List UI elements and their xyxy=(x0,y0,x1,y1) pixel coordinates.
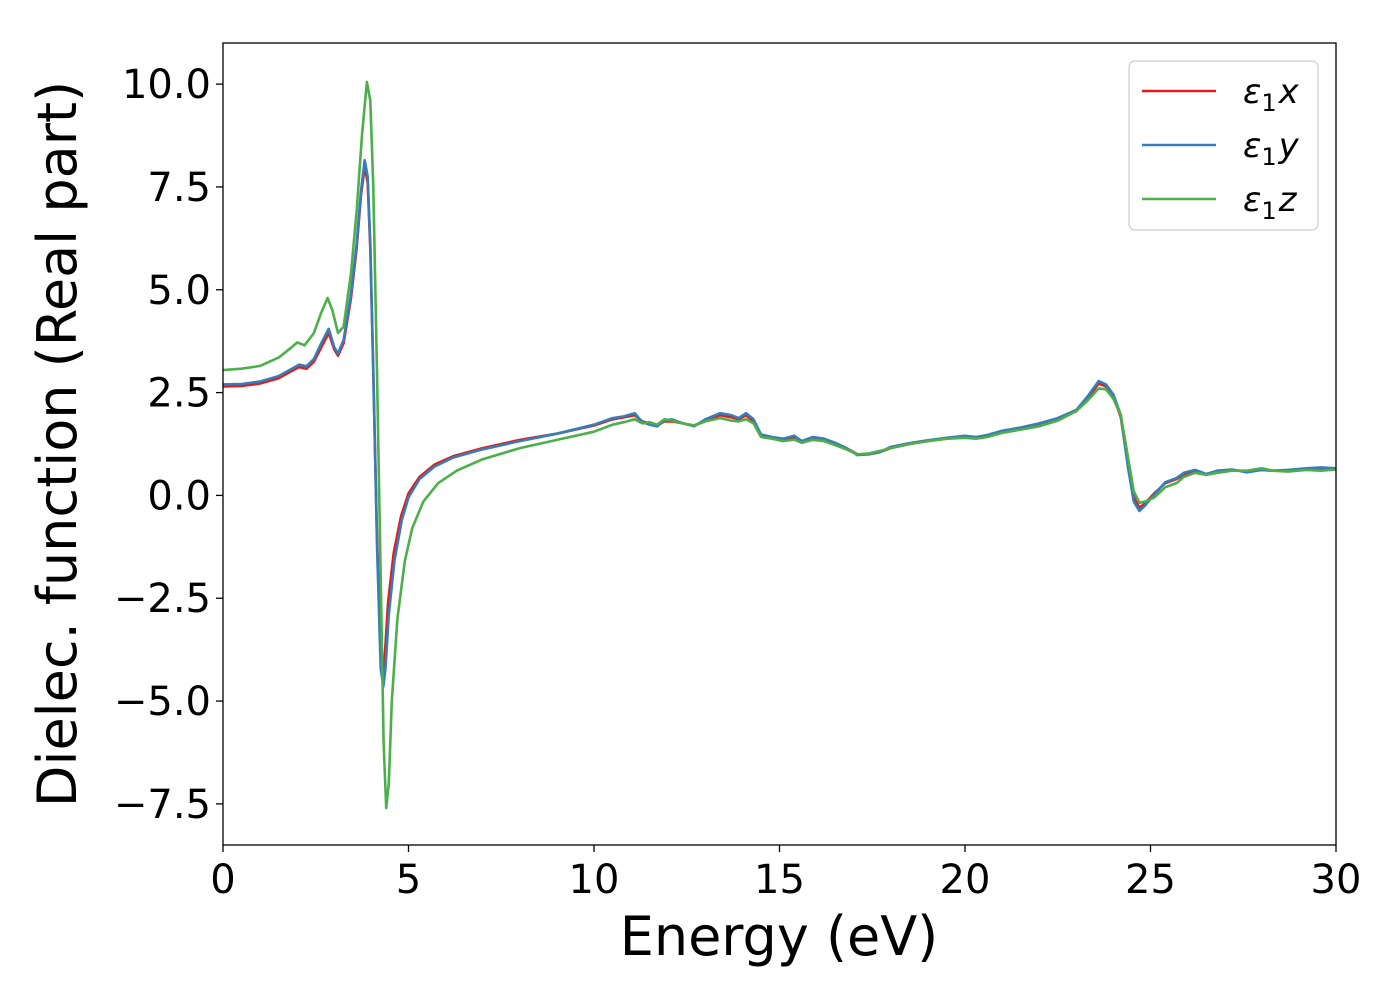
series-line-y xyxy=(223,158,1336,688)
y-tick-label: 2.5 xyxy=(147,371,211,417)
y-tick-label: 5.0 xyxy=(147,268,211,314)
x-tick-label: 30 xyxy=(1311,857,1362,903)
y-tick-label: −5.0 xyxy=(114,679,211,725)
x-tick-label: 10 xyxy=(569,857,620,903)
legend-label-z: ε1z xyxy=(1243,180,1298,225)
legend-box xyxy=(1128,60,1319,231)
x-axis: 0 5 10 15 20 25 30 xyxy=(210,845,1361,903)
y-tick-label: 7.5 xyxy=(147,165,211,211)
y-tick-label: 10.0 xyxy=(122,62,211,108)
x-tick-label: 20 xyxy=(940,857,991,903)
y-axis: −7.5 −5.0 −2.5 0.0 2.5 5.0 7.5 10.0 xyxy=(114,62,223,828)
x-tick-label: 25 xyxy=(1125,857,1176,903)
x-tick-label: 15 xyxy=(754,857,805,903)
x-axis-label: Energy (eV) xyxy=(620,905,939,968)
legend: ε1x ε1y ε1z xyxy=(1128,60,1319,231)
y-axis-label: Dielec. function (Real part) xyxy=(26,81,89,807)
y-tick-label: 0.0 xyxy=(147,473,211,519)
series-layer xyxy=(223,80,1336,810)
series-line-z xyxy=(223,80,1336,810)
x-tick-label: 0 xyxy=(210,857,235,903)
y-tick-label: −2.5 xyxy=(114,576,211,622)
x-tick-label: 5 xyxy=(396,857,421,903)
y-tick-label: −7.5 xyxy=(114,782,211,828)
legend-label-y: ε1y xyxy=(1243,126,1300,171)
legend-label-x: ε1x xyxy=(1243,72,1300,117)
